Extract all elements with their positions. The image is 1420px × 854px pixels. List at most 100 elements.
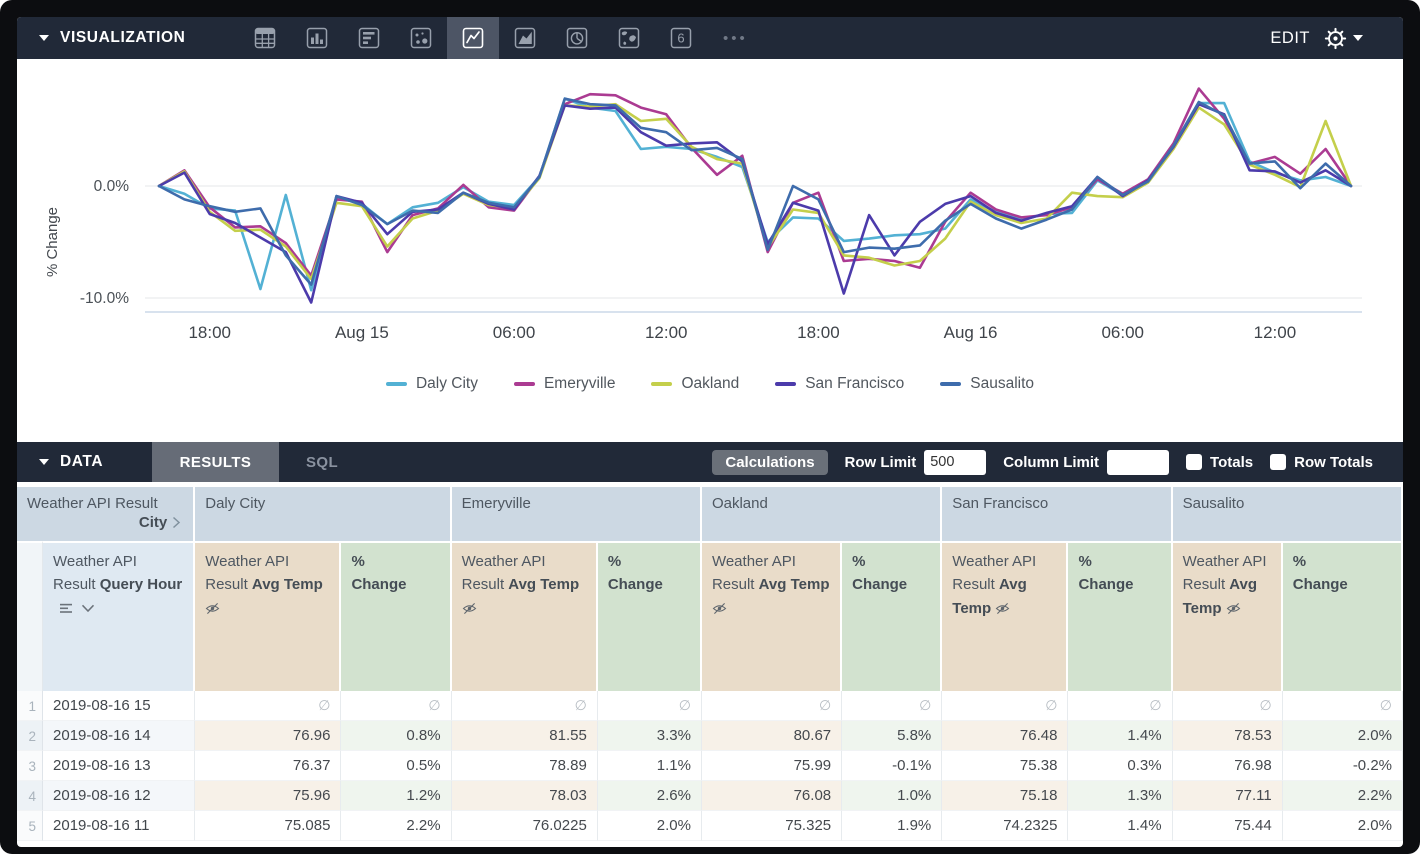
- avg-temp-cell[interactable]: 77.11: [1172, 781, 1283, 811]
- avg-temp-cell[interactable]: ∅: [701, 691, 843, 721]
- pct-change-cell[interactable]: 2.0%: [597, 811, 702, 841]
- avg-temp-cell[interactable]: 76.96: [195, 721, 342, 751]
- legend-item-san-francisco[interactable]: San Francisco: [775, 375, 904, 393]
- pct-change-cell[interactable]: 2.0%: [1282, 721, 1403, 751]
- avg-temp-cell[interactable]: 75.44: [1172, 811, 1283, 841]
- city-header-emeryville[interactable]: Emeryville: [451, 487, 702, 541]
- avg-temp-cell[interactable]: 75.38: [942, 751, 1069, 781]
- edit-button[interactable]: EDIT: [1270, 28, 1310, 47]
- avg-temp-cell[interactable]: 76.48: [942, 721, 1069, 751]
- svg-text:% Change: % Change: [44, 207, 61, 277]
- chart-type-pie-icon[interactable]: [551, 17, 603, 59]
- pct-change-cell[interactable]: -0.2%: [1282, 751, 1403, 781]
- avg-temp-cell[interactable]: 75.99: [701, 751, 843, 781]
- legend-item-emeryville[interactable]: Emeryville: [513, 375, 615, 393]
- tab-results[interactable]: RESULTS: [152, 442, 279, 482]
- tab-sql[interactable]: SQL: [305, 453, 339, 471]
- avg-temp-cell[interactable]: 75.18: [942, 781, 1069, 811]
- pct-change-header-daly-city[interactable]: % Change: [341, 541, 452, 691]
- chart-type-line-icon[interactable]: [447, 17, 499, 59]
- pct-change-cell[interactable]: 1.4%: [1068, 811, 1173, 841]
- avg-temp-cell[interactable]: 78.53: [1172, 721, 1283, 751]
- avg-temp-cell[interactable]: 78.89: [451, 751, 598, 781]
- pct-change-cell[interactable]: 3.3%: [597, 721, 702, 751]
- column-limit-input[interactable]: [1107, 449, 1170, 475]
- more-chart-types-icon[interactable]: •••: [723, 29, 748, 47]
- pct-change-cell[interactable]: ∅: [1068, 691, 1173, 721]
- chart-type-map-icon[interactable]: [603, 17, 655, 59]
- legend-item-oakland[interactable]: Oakland: [651, 375, 739, 393]
- query-hour-cell[interactable]: 2019-08-16 13: [43, 751, 196, 781]
- visualization-collapse-caret-icon[interactable]: [39, 35, 49, 41]
- chart-type-area-icon[interactable]: [499, 17, 551, 59]
- legend-swatch-san-francisco: [775, 382, 797, 386]
- avg-temp-cell[interactable]: 78.03: [451, 781, 598, 811]
- chart-type-bar-horizontal-icon[interactable]: [343, 17, 395, 59]
- pct-change-cell[interactable]: -0.1%: [842, 751, 943, 781]
- pct-change-cell[interactable]: ∅: [341, 691, 452, 721]
- pct-change-cell[interactable]: 2.2%: [341, 811, 452, 841]
- pct-change-cell[interactable]: ∅: [842, 691, 943, 721]
- legend-item-daly-city[interactable]: Daly City: [385, 375, 478, 393]
- avg-temp-cell[interactable]: 75.325: [701, 811, 843, 841]
- avg-temp-cell[interactable]: 76.98: [1172, 751, 1283, 781]
- avg-temp-cell[interactable]: ∅: [1172, 691, 1283, 721]
- visualization-settings-button[interactable]: [1324, 27, 1363, 50]
- row-limit-input[interactable]: [924, 449, 987, 475]
- pct-change-cell[interactable]: ∅: [597, 691, 702, 721]
- avg-temp-header-daly-city[interactable]: Weather API Result Avg Temp: [195, 541, 342, 691]
- chart-type-scatter-icon[interactable]: [395, 17, 447, 59]
- avg-temp-cell[interactable]: 76.37: [195, 751, 342, 781]
- pct-change-header-emeryville[interactable]: % Change: [597, 541, 702, 691]
- pct-change-cell[interactable]: 1.1%: [597, 751, 702, 781]
- pct-change-cell[interactable]: 2.2%: [1282, 781, 1403, 811]
- query-hour-cell[interactable]: 2019-08-16 15: [43, 691, 196, 721]
- avg-temp-cell[interactable]: 81.55: [451, 721, 598, 751]
- chart-type-single-value-icon[interactable]: 6: [655, 17, 707, 59]
- chart-type-bar-icon[interactable]: [291, 17, 343, 59]
- pct-change-header-oakland[interactable]: % Change: [842, 541, 943, 691]
- row-totals-checkbox[interactable]: [1270, 454, 1287, 470]
- row-header-city[interactable]: Weather API Result City: [17, 487, 196, 541]
- query-hour-cell[interactable]: 2019-08-16 11: [43, 811, 196, 841]
- legend-item-sausalito[interactable]: Sausalito: [940, 375, 1034, 393]
- avg-temp-header-emeryville[interactable]: Weather API Result Avg Temp: [451, 541, 598, 691]
- avg-temp-header-sausalito[interactable]: Weather API Result Avg Temp: [1172, 541, 1283, 691]
- pct-change-cell[interactable]: 2.0%: [1282, 811, 1403, 841]
- avg-temp-header-san-francisco[interactable]: Weather API Result Avg Temp: [942, 541, 1069, 691]
- pct-change-cell[interactable]: 0.8%: [341, 721, 452, 751]
- avg-temp-cell[interactable]: 75.085: [195, 811, 342, 841]
- query-hour-header[interactable]: Weather API Result Query Hour: [43, 541, 196, 691]
- avg-temp-cell[interactable]: ∅: [451, 691, 598, 721]
- pct-change-cell[interactable]: ∅: [1282, 691, 1403, 721]
- pct-change-cell[interactable]: 1.2%: [341, 781, 452, 811]
- totals-checkbox[interactable]: [1186, 454, 1203, 470]
- pct-change-header-san-francisco[interactable]: % Change: [1068, 541, 1173, 691]
- avg-temp-cell[interactable]: 75.96: [195, 781, 342, 811]
- avg-temp-cell[interactable]: ∅: [195, 691, 342, 721]
- query-hour-cell[interactable]: 2019-08-16 12: [43, 781, 196, 811]
- data-collapse-caret-icon[interactable]: [39, 459, 49, 465]
- avg-temp-cell[interactable]: ∅: [942, 691, 1069, 721]
- pct-change-cell[interactable]: 1.4%: [1068, 721, 1173, 751]
- pct-change-header-sausalito[interactable]: % Change: [1282, 541, 1403, 691]
- pct-change-cell[interactable]: 0.3%: [1068, 751, 1173, 781]
- avg-temp-cell[interactable]: 76.08: [701, 781, 843, 811]
- chart-type-table-icon[interactable]: [239, 17, 291, 59]
- pct-change-cell[interactable]: 2.6%: [597, 781, 702, 811]
- avg-temp-cell[interactable]: 80.67: [701, 721, 843, 751]
- avg-temp-cell[interactable]: 74.2325: [942, 811, 1069, 841]
- pct-change-cell[interactable]: 1.9%: [842, 811, 943, 841]
- avg-temp-cell[interactable]: 76.0225: [451, 811, 598, 841]
- avg-temp-header-oakland[interactable]: Weather API Result Avg Temp: [701, 541, 843, 691]
- pct-change-cell[interactable]: 1.0%: [842, 781, 943, 811]
- query-hour-cell[interactable]: 2019-08-16 14: [43, 721, 196, 751]
- city-header-oakland[interactable]: Oakland: [701, 487, 943, 541]
- pct-change-cell[interactable]: 1.3%: [1068, 781, 1173, 811]
- calculations-button[interactable]: Calculations: [712, 449, 828, 475]
- city-header-san-francisco[interactable]: San Francisco: [942, 487, 1173, 541]
- city-header-daly-city[interactable]: Daly City: [195, 487, 452, 541]
- pct-change-cell[interactable]: 5.8%: [842, 721, 943, 751]
- pct-change-cell[interactable]: 0.5%: [341, 751, 452, 781]
- city-header-sausalito[interactable]: Sausalito: [1172, 487, 1403, 541]
